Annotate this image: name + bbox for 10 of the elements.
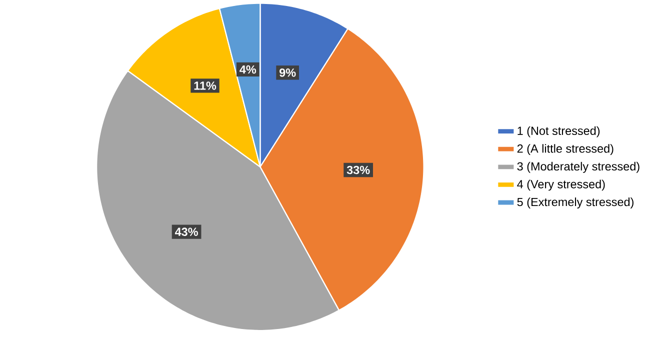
data-label: 4% <box>240 65 256 74</box>
legend-label: 4 (Very stressed) <box>517 179 605 190</box>
legend-label: 3 (Moderately stressed) <box>517 162 640 173</box>
legend-label: 2 (A little stressed) <box>517 144 614 155</box>
data-label: 43% <box>174 227 198 236</box>
legend-label: 1 (Not stressed) <box>518 126 600 138</box>
data-label: 9% <box>280 68 296 77</box>
data-label: 11% <box>194 81 216 90</box>
legend-label: 5 (Extremely stressed) <box>517 197 634 208</box>
data-label: 33% <box>346 166 370 174</box>
